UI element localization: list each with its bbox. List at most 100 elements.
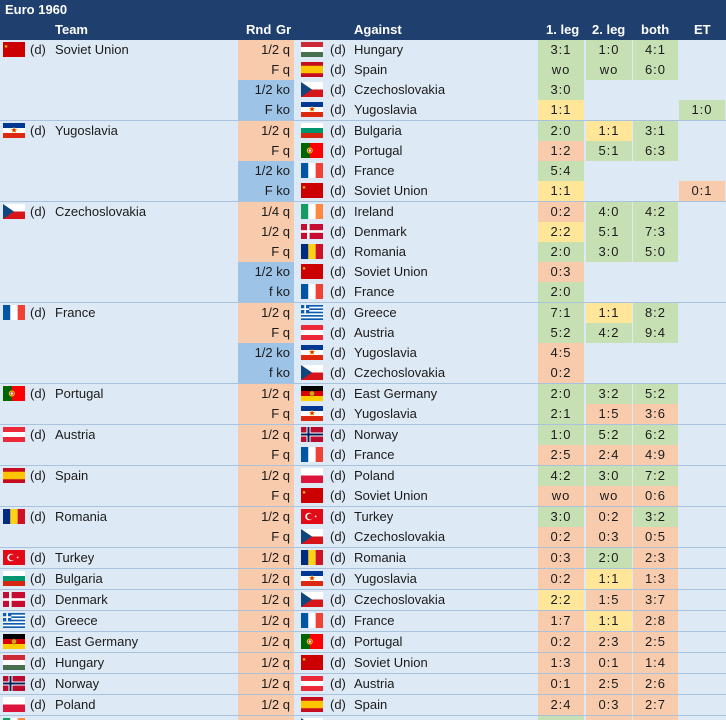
- team-name: Spain: [55, 468, 89, 483]
- ireland-flag-icon: [3, 718, 25, 720]
- leg2-score: [586, 282, 632, 302]
- czechoslovakia-flag-icon: [301, 365, 323, 380]
- both-score: 0:6: [633, 486, 678, 506]
- both-score: [633, 181, 678, 201]
- austria-flag-icon: [301, 676, 323, 691]
- leg2-score: wo: [586, 60, 632, 80]
- leg2-score: 1:0: [586, 40, 632, 60]
- france-flag-icon: [3, 305, 25, 320]
- soviet-union-flag-icon: [301, 655, 323, 670]
- greece-flag-icon: [3, 613, 25, 628]
- both-score: 8:2: [633, 303, 678, 323]
- opponent-d-marker: (d): [330, 427, 346, 442]
- team-group-norway: (d) Norway 1/2 q (d) Austria 0:1 2:5 2:6: [0, 674, 726, 695]
- opponent-name: Czechoslovakia: [354, 592, 446, 607]
- austria-flag-icon: [301, 325, 323, 340]
- table-row: 1/2 q (d) Denmark 2:2 5:1 7:3: [0, 222, 726, 242]
- opponent-name: Poland: [354, 468, 395, 483]
- round-cell: F q: [238, 486, 294, 506]
- leg1-score: 1:1: [538, 100, 584, 120]
- opponent-d-marker: (d): [330, 305, 346, 320]
- team-name: Denmark: [55, 592, 108, 607]
- round-cell: 1/2 ko: [238, 80, 294, 100]
- team-name: Ireland: [55, 716, 95, 720]
- leg2-score: 0:1: [586, 653, 632, 673]
- both-score: 3:7: [633, 590, 678, 610]
- leg1-score: 0:3: [538, 262, 584, 282]
- both-score: 2:5: [633, 632, 678, 652]
- leg1-score: 3:0: [538, 80, 584, 100]
- et-score: [679, 445, 725, 465]
- leg2-score: wo: [586, 486, 632, 506]
- romania-flag-icon: [301, 550, 323, 565]
- et-score: [679, 716, 725, 720]
- table-row: (d) Romania 1/2 q (d) Turkey 3:0 0:2 3:2: [0, 507, 726, 527]
- austria-flag-icon: [3, 427, 25, 442]
- table-row: 1/2 ko (d) Czechoslovakia 3:0: [0, 80, 726, 100]
- denmark-flag-icon: [3, 592, 25, 607]
- leg1-score: 4:2: [538, 466, 584, 486]
- opponent-name: Portugal: [354, 143, 403, 158]
- table-row: (d) Austria 1/2 q (d) Norway 1:0 5:2 6:2: [0, 425, 726, 445]
- opponent-name: France: [354, 163, 395, 178]
- round-cell: F q: [238, 323, 294, 343]
- opponent-d-marker: (d): [330, 571, 346, 586]
- norway-flag-icon: [3, 676, 25, 691]
- opponent-d-marker: (d): [330, 244, 346, 259]
- opponent-d-marker: (d): [330, 406, 346, 421]
- round-cell: 1/2 q: [238, 632, 294, 652]
- et-score: [679, 548, 725, 568]
- both-score: 9:4: [633, 323, 678, 343]
- team-name: Poland: [55, 697, 96, 712]
- portugal-flag-icon: [301, 143, 323, 158]
- opponent-d-marker: (d): [330, 592, 346, 607]
- team-d-marker: (d): [30, 655, 46, 670]
- et-score: [679, 653, 725, 673]
- et-score: [679, 40, 725, 60]
- hungary-flag-icon: [3, 655, 25, 670]
- team-d-marker: (d): [30, 386, 46, 401]
- both-score: 3:2: [633, 507, 678, 527]
- round-cell: 1/2 q: [238, 466, 294, 486]
- round-cell: 1/2 q: [238, 222, 294, 242]
- et-score: [679, 466, 725, 486]
- team-group-greece: (d) Greece 1/2 q (d) France 1:7 1:1 2:8: [0, 611, 726, 632]
- table-row: F q (d) Spain wo wo 6:0: [0, 60, 726, 80]
- both-score: 3:6: [633, 404, 678, 424]
- round-cell: 1/2 q: [238, 303, 294, 323]
- et-score: [679, 222, 725, 242]
- et-score: [679, 507, 725, 527]
- et-score: [679, 404, 725, 424]
- opponent-d-marker: (d): [330, 284, 346, 299]
- team-group-hungary: (d) Hungary 1/2 q (d) Soviet Union 1:3 0:1 1:4: [0, 653, 726, 674]
- round-cell: F q: [238, 141, 294, 161]
- yugoslavia-flag-icon: [301, 102, 323, 117]
- team-name: Greece: [55, 613, 98, 628]
- leg2-score: [586, 363, 632, 383]
- soviet-union-flag-icon: [301, 488, 323, 503]
- team-name: Turkey: [55, 550, 95, 565]
- bulgaria-flag-icon: [3, 571, 25, 586]
- spain-flag-icon: [3, 468, 25, 483]
- leg1-score: wo: [538, 60, 584, 80]
- et-score: [679, 384, 725, 404]
- romania-flag-icon: [301, 244, 323, 259]
- round-cell: 1/4 q: [238, 202, 294, 222]
- round-cell: F ko: [238, 100, 294, 120]
- et-score: [679, 363, 725, 383]
- team-name: France: [55, 305, 96, 320]
- team-group-austria: (d) Austria 1/2 q (d) Norway 1:0 5:2 6:2 F q (d) F…: [0, 425, 726, 466]
- opponent-name: Bulgaria: [354, 123, 402, 138]
- team-d-marker: (d): [30, 550, 46, 565]
- romania-flag-icon: [3, 509, 25, 524]
- et-score: [679, 161, 725, 181]
- opponent-name: France: [354, 284, 395, 299]
- team-group-poland: (d) Poland 1/2 q (d) Spain 2:4 0:3 2:7: [0, 695, 726, 716]
- team-d-marker: (d): [30, 204, 46, 219]
- leg1-score: 0:3: [538, 548, 584, 568]
- table-row: (d) Yugoslavia 1/2 q (d) Bulgaria 2:0 1:1 3:1: [0, 121, 726, 141]
- round-cell: 1/2 q: [238, 425, 294, 445]
- leg2-score: [586, 100, 632, 120]
- leg1-score: 0:2: [538, 632, 584, 652]
- team-d-marker: (d): [30, 571, 46, 586]
